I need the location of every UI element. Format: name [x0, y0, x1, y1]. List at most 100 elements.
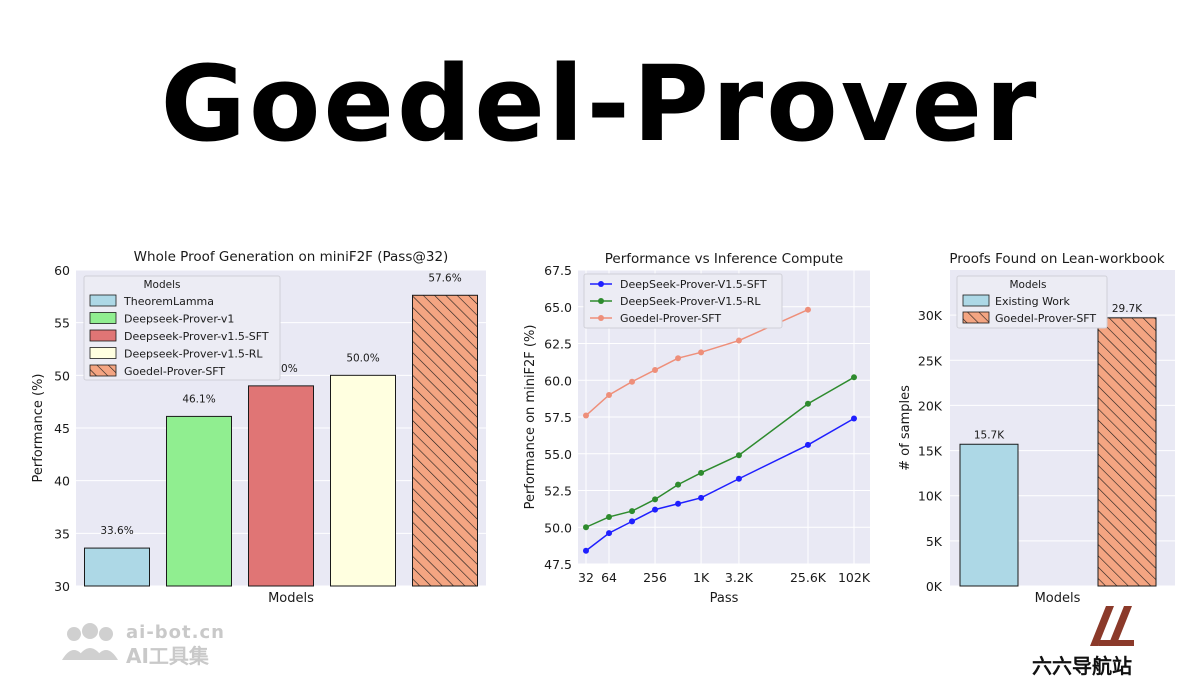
legend-label: DeepSeek-Prover-V1.5-RL [620, 295, 761, 308]
bar [248, 385, 314, 587]
legend-swatch [89, 329, 117, 342]
y-tick-label: 10K [918, 489, 943, 504]
chart-whole-proof: 30 35 40 45 50 55 60 Whole Proof Generation on … [28, 240, 488, 615]
series-point [629, 378, 636, 385]
y-tick-label: 47.5 [544, 557, 572, 572]
x-tick-label: 25.6K [790, 570, 827, 585]
bar-value-label: 29.7K [1112, 303, 1143, 315]
bar-value-label: 33.6% [100, 525, 133, 537]
series-point [735, 337, 742, 344]
legend-title: Models [144, 279, 181, 291]
people-logo-icon [62, 623, 118, 660]
chart-title: Whole Proof Generation on miniF2F (Pass@… [134, 249, 449, 265]
legend-swatch [89, 294, 117, 307]
y-tick-label: 40 [54, 474, 70, 489]
legend-label: TheoremLamma [123, 295, 214, 308]
legend-label: Goedel-Prover-SFT [995, 312, 1096, 325]
y-tick-label: 20K [918, 398, 943, 413]
y-axis-label: Performance (%) [31, 373, 46, 482]
bar-value-label: 46.1% [182, 393, 215, 405]
page-title: Goedel-Prover [160, 43, 1040, 165]
y-tick-label: 30K [918, 308, 943, 323]
series-point [698, 494, 705, 501]
bar [959, 443, 1019, 587]
y-tick-label: 57.5 [544, 410, 572, 425]
bar-value-label: 50.0% [346, 352, 379, 364]
x-tick-label: 1K [693, 570, 710, 585]
y-tick-label: 65.0 [544, 300, 572, 315]
watermark-ai-bot-url: ai-bot.cn [126, 622, 225, 643]
y-tick-label: 67.5 [544, 263, 572, 278]
x-tick-label: 64 [601, 570, 617, 585]
legend-label: Goedel-Prover-SFT [124, 365, 225, 378]
y-tick-label: 0K [926, 579, 943, 594]
series-point [804, 441, 811, 448]
chart-lean-workbook: 0K 5K 10K 15K 20K 25K 30K Proofs Found on Lean-… [895, 240, 1185, 615]
legend-label: Existing Work [995, 295, 1071, 308]
y-tick-label: 50 [54, 368, 70, 383]
series-point [851, 374, 857, 381]
series-point [675, 481, 682, 488]
ll-logo-icon [1090, 606, 1134, 646]
series-point [851, 415, 857, 422]
series-point [629, 518, 636, 525]
bar-value-label: 15.7K [974, 429, 1005, 441]
y-tick-label: 5K [926, 534, 943, 549]
series-point [652, 506, 659, 513]
legend-box [83, 275, 281, 381]
y-tick-label: 60 [54, 263, 70, 278]
series-point [583, 524, 589, 531]
series-point [675, 500, 682, 507]
legend-marker [598, 298, 604, 304]
legend-label: Deepseek-Prover-v1.5-RL [124, 348, 263, 361]
legend-marker [598, 281, 604, 287]
chart-title: Performance vs Inference Compute [605, 251, 843, 267]
series-point [735, 452, 742, 459]
chart-inference-compute: 47.5 50.0 52.5 55.0 57.5 60.0 62.5 65.0 67.5 32 64… [520, 240, 890, 615]
series-point [606, 391, 613, 398]
bar [330, 374, 396, 587]
series-point [606, 530, 613, 537]
bar [166, 415, 232, 587]
legend-label: Goedel-Prover-SFT [620, 312, 721, 325]
legend-swatch [962, 311, 990, 324]
legend-swatch [89, 364, 117, 377]
series-point [629, 508, 636, 515]
series-point [583, 412, 589, 419]
legend-label: DeepSeek-Prover-V1.5-SFT [620, 278, 767, 291]
series-point [804, 306, 811, 313]
x-tick-label: 102K [838, 570, 871, 585]
chart-title: Proofs Found on Lean-workbook [949, 251, 1164, 267]
watermark-ai-bot-name: AI工具集 [126, 644, 209, 668]
bar [1097, 317, 1157, 587]
y-tick-label: 30 [54, 579, 70, 594]
legend-box [956, 275, 1108, 329]
series-point [583, 547, 589, 554]
y-tick-label: 45 [54, 421, 70, 436]
y-tick-label: 35 [54, 526, 70, 541]
series-point [606, 513, 613, 520]
y-axis-label: # of samples [898, 385, 913, 471]
legend-box [583, 273, 783, 329]
x-tick-label: 3.2K [725, 570, 754, 585]
legend-swatch [962, 294, 990, 307]
series-point [652, 496, 659, 503]
series-point [675, 355, 682, 362]
y-tick-label: 60.0 [544, 373, 572, 388]
watermark-ai-bot: ai-bot.cn AI工具集 [60, 622, 224, 668]
y-axis-label: Performance on miniF2F (%) [523, 325, 538, 510]
legend-swatch [89, 312, 117, 324]
y-tick-label: 52.5 [544, 484, 572, 499]
legend-swatch [89, 347, 117, 359]
x-axis-label: Models [1035, 591, 1081, 606]
y-tick-label: 25K [918, 353, 943, 368]
series-point [804, 400, 811, 407]
y-tick-label: 15K [918, 444, 943, 459]
x-tick-label: 256 [643, 570, 667, 585]
y-tick-label: 50.0 [544, 520, 572, 535]
series-line [585, 309, 809, 417]
series-point [698, 469, 705, 476]
series-point [652, 366, 659, 373]
series-point [698, 349, 705, 356]
watermark-liuliu-text: 六六导航站 [1032, 654, 1132, 678]
